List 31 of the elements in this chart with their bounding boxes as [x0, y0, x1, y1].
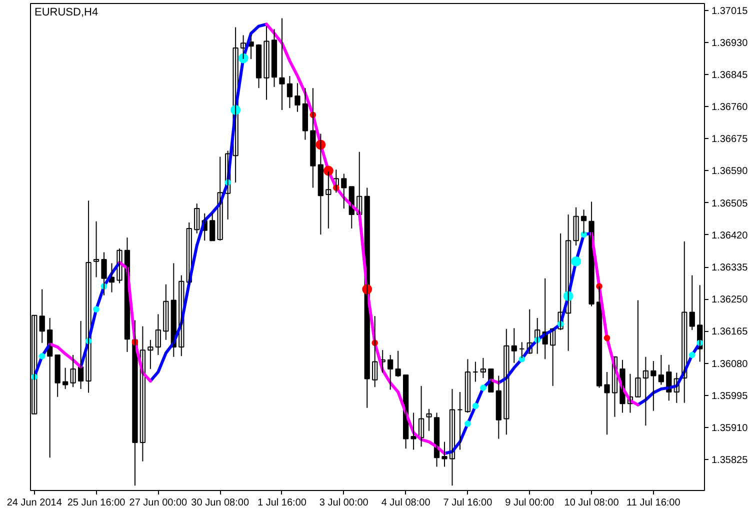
y-tick-label: 1.36590	[712, 166, 748, 178]
x-tick-label: 4 Jul 08:00	[381, 498, 431, 508]
y-tick-label: 1.35825	[712, 455, 748, 466]
x-tick-label: 30 Jun 08:00	[191, 498, 250, 508]
candlestick	[442, 441, 448, 468]
y-tick-label: 1.37015	[712, 6, 748, 17]
y-tick-label: 1.36335	[712, 262, 748, 274]
x-tick-label: 7 Jul 16:00	[443, 498, 493, 508]
x-tick-label: 3 Jul 00:00	[319, 498, 369, 508]
y-tick-label: 1.36505	[712, 198, 748, 210]
x-tick-label: 24 Jun 2014	[6, 498, 62, 508]
y-tick-label: 1.35995	[712, 390, 748, 402]
y-tick-label: 1.36845	[712, 70, 748, 81]
y-tick-label: 1.36165	[712, 326, 748, 338]
chart-title: EURUSD,H4	[34, 6, 98, 18]
x-tick-label: 9 Jul 00:00	[505, 498, 555, 508]
candlestick	[410, 412, 416, 450]
y-tick-label: 1.36420	[712, 230, 748, 242]
candlestick	[457, 391, 463, 450]
y-tick-label: 1.35910	[712, 422, 748, 434]
y-tick-label: 1.36930	[712, 38, 748, 49]
x-tick-label: 25 Jun 16:00	[67, 498, 126, 508]
candlestick	[472, 361, 478, 382]
x-tick-label: 27 Jun 00:00	[129, 498, 188, 508]
y-tick-label: 1.36250	[712, 294, 748, 306]
y-tick-label: 1.36675	[712, 134, 748, 146]
x-tick-label: 11 Jul 16:00	[626, 498, 681, 508]
y-tick-label: 1.36080	[712, 358, 748, 370]
x-tick-label: 10 Jul 08:00	[564, 498, 620, 508]
y-tick-label: 1.36760	[712, 102, 748, 114]
x-tick-label: 1 Jul 16:00	[258, 498, 307, 508]
